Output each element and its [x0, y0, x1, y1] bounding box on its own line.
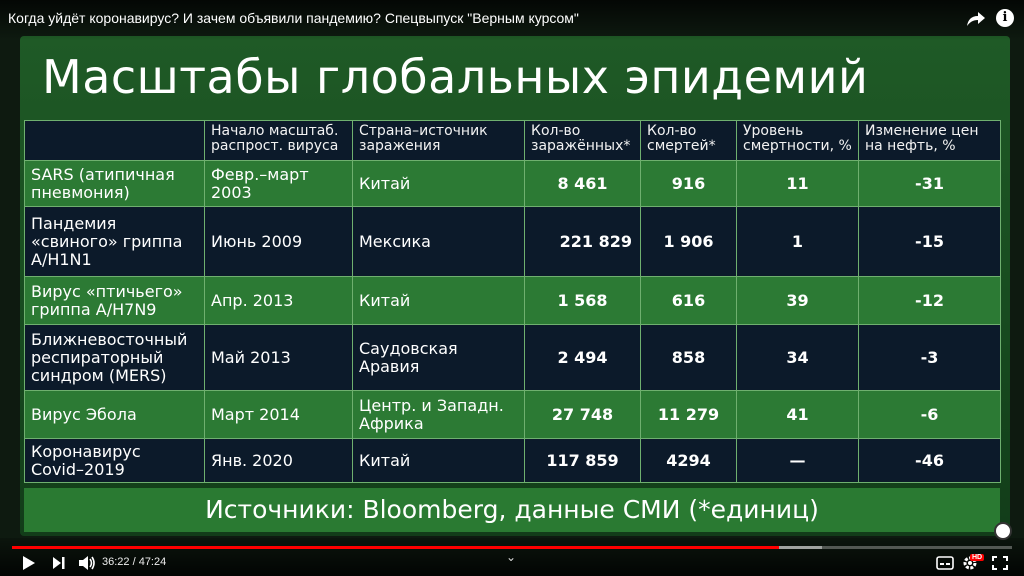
channel-avatar-button[interactable]	[994, 522, 1012, 540]
cell-oil: -6	[858, 390, 1001, 439]
table-row: Коронавирус Covid–2019 Янв. 2020 Китай 1…	[24, 438, 1001, 483]
player-controls	[0, 538, 1024, 576]
cell-deaths: 916	[640, 160, 737, 207]
video-title[interactable]: Когда уйдёт коронавирус? И зачем объявил…	[8, 10, 579, 26]
slide-title: Масштабы глобальных эпидемий	[42, 50, 869, 104]
cell-deaths: 616	[640, 276, 737, 325]
cell-start: Янв. 2020	[204, 438, 353, 483]
column-header: Кол-во заражённых*	[524, 120, 641, 161]
column-header: Кол-во смертей*	[640, 120, 737, 161]
cell-deaths: 11 279	[640, 390, 737, 439]
cell-start: Март 2014	[204, 390, 353, 439]
cell-oil: -12	[858, 276, 1001, 325]
cell-deaths: 858	[640, 324, 737, 391]
cell-country: Китай	[352, 276, 525, 325]
cell-oil: -15	[858, 206, 1001, 277]
epidemics-table: Начало масштаб. распрост. вируса Страна–…	[24, 120, 1001, 483]
cell-infected: 8 461	[524, 160, 641, 207]
cell-mortality: 41	[736, 390, 859, 439]
cell-start: Май 2013	[204, 324, 353, 391]
cell-oil: -46	[858, 438, 1001, 483]
cell-infected: 117 859	[524, 438, 641, 483]
cell-start: Февр.–март 2003	[204, 160, 353, 207]
cell-start: Апр. 2013	[204, 276, 353, 325]
cell-country: Китай	[352, 438, 525, 483]
cell-deaths: 4294	[640, 438, 737, 483]
table-row: Ближневосточный респираторный синдром (M…	[24, 324, 1001, 391]
table-row: Вирус Эбола Март 2014 Центр. и Западн. А…	[24, 390, 1001, 439]
volume-icon[interactable]	[78, 555, 96, 571]
column-header: Уровень смертности, %	[736, 120, 859, 161]
cell-infected: 221 829	[524, 206, 641, 277]
cell-name: Коронавирус Covid–2019	[24, 438, 205, 483]
column-header: Страна–источник заражения	[352, 120, 525, 161]
cell-mortality: 11	[736, 160, 859, 207]
cell-mortality: —	[736, 438, 859, 483]
subtitles-icon[interactable]	[936, 556, 954, 570]
cell-name: SARS (атипичная пневмония)	[24, 160, 205, 207]
share-icon[interactable]	[966, 10, 986, 28]
cell-name: Вирус Эбола	[24, 390, 205, 439]
cell-infected: 27 748	[524, 390, 641, 439]
table-row: Вирус «птичьего» гриппа A/H7N9 Апр. 2013…	[24, 276, 1001, 325]
cell-start: Июнь 2009	[204, 206, 353, 277]
progress-bar[interactable]	[12, 546, 1012, 549]
cell-infected: 1 568	[524, 276, 641, 325]
cell-mortality: 34	[736, 324, 859, 391]
cell-country: Саудовская Аравия	[352, 324, 525, 391]
cell-deaths: 1 906	[640, 206, 737, 277]
chevron-up-icon[interactable]: ⌄	[506, 550, 517, 564]
cell-name: Пандемия «свиного» гриппа A/H1N1	[24, 206, 205, 277]
cell-mortality: 1	[736, 206, 859, 277]
hd-badge: HD	[970, 554, 985, 561]
progress-fill	[12, 546, 779, 549]
next-icon[interactable]	[52, 556, 66, 570]
play-icon[interactable]	[22, 555, 36, 571]
cell-country: Китай	[352, 160, 525, 207]
column-header: Начало масштаб. распрост. вируса	[204, 120, 353, 161]
time-display: 36:22 / 47:24	[102, 556, 167, 568]
cell-name: Ближневосточный респираторный синдром (M…	[24, 324, 205, 391]
cell-country: Центр. и Западн. Африка	[352, 390, 525, 439]
table-header-row: Начало масштаб. распрост. вируса Страна–…	[24, 120, 1001, 161]
cell-country: Мексика	[352, 206, 525, 277]
sources-caption: Источники: Bloomberg, данные СМИ (*едини…	[24, 488, 1000, 532]
fullscreen-icon[interactable]	[992, 556, 1008, 570]
column-header	[24, 120, 205, 161]
column-header: Изменение цен на нефть, %	[858, 120, 1001, 161]
info-icon[interactable]: i	[996, 9, 1014, 27]
cell-name: Вирус «птичьего» гриппа A/H7N9	[24, 276, 205, 325]
cell-mortality: 39	[736, 276, 859, 325]
cell-oil: -31	[858, 160, 1001, 207]
top-overlay	[0, 0, 1024, 40]
table-row: SARS (атипичная пневмония) Февр.–март 20…	[24, 160, 1001, 207]
table-row: Пандемия «свиного» гриппа A/H1N1 Июнь 20…	[24, 206, 1001, 277]
cell-infected: 2 494	[524, 324, 641, 391]
cell-oil: -3	[858, 324, 1001, 391]
